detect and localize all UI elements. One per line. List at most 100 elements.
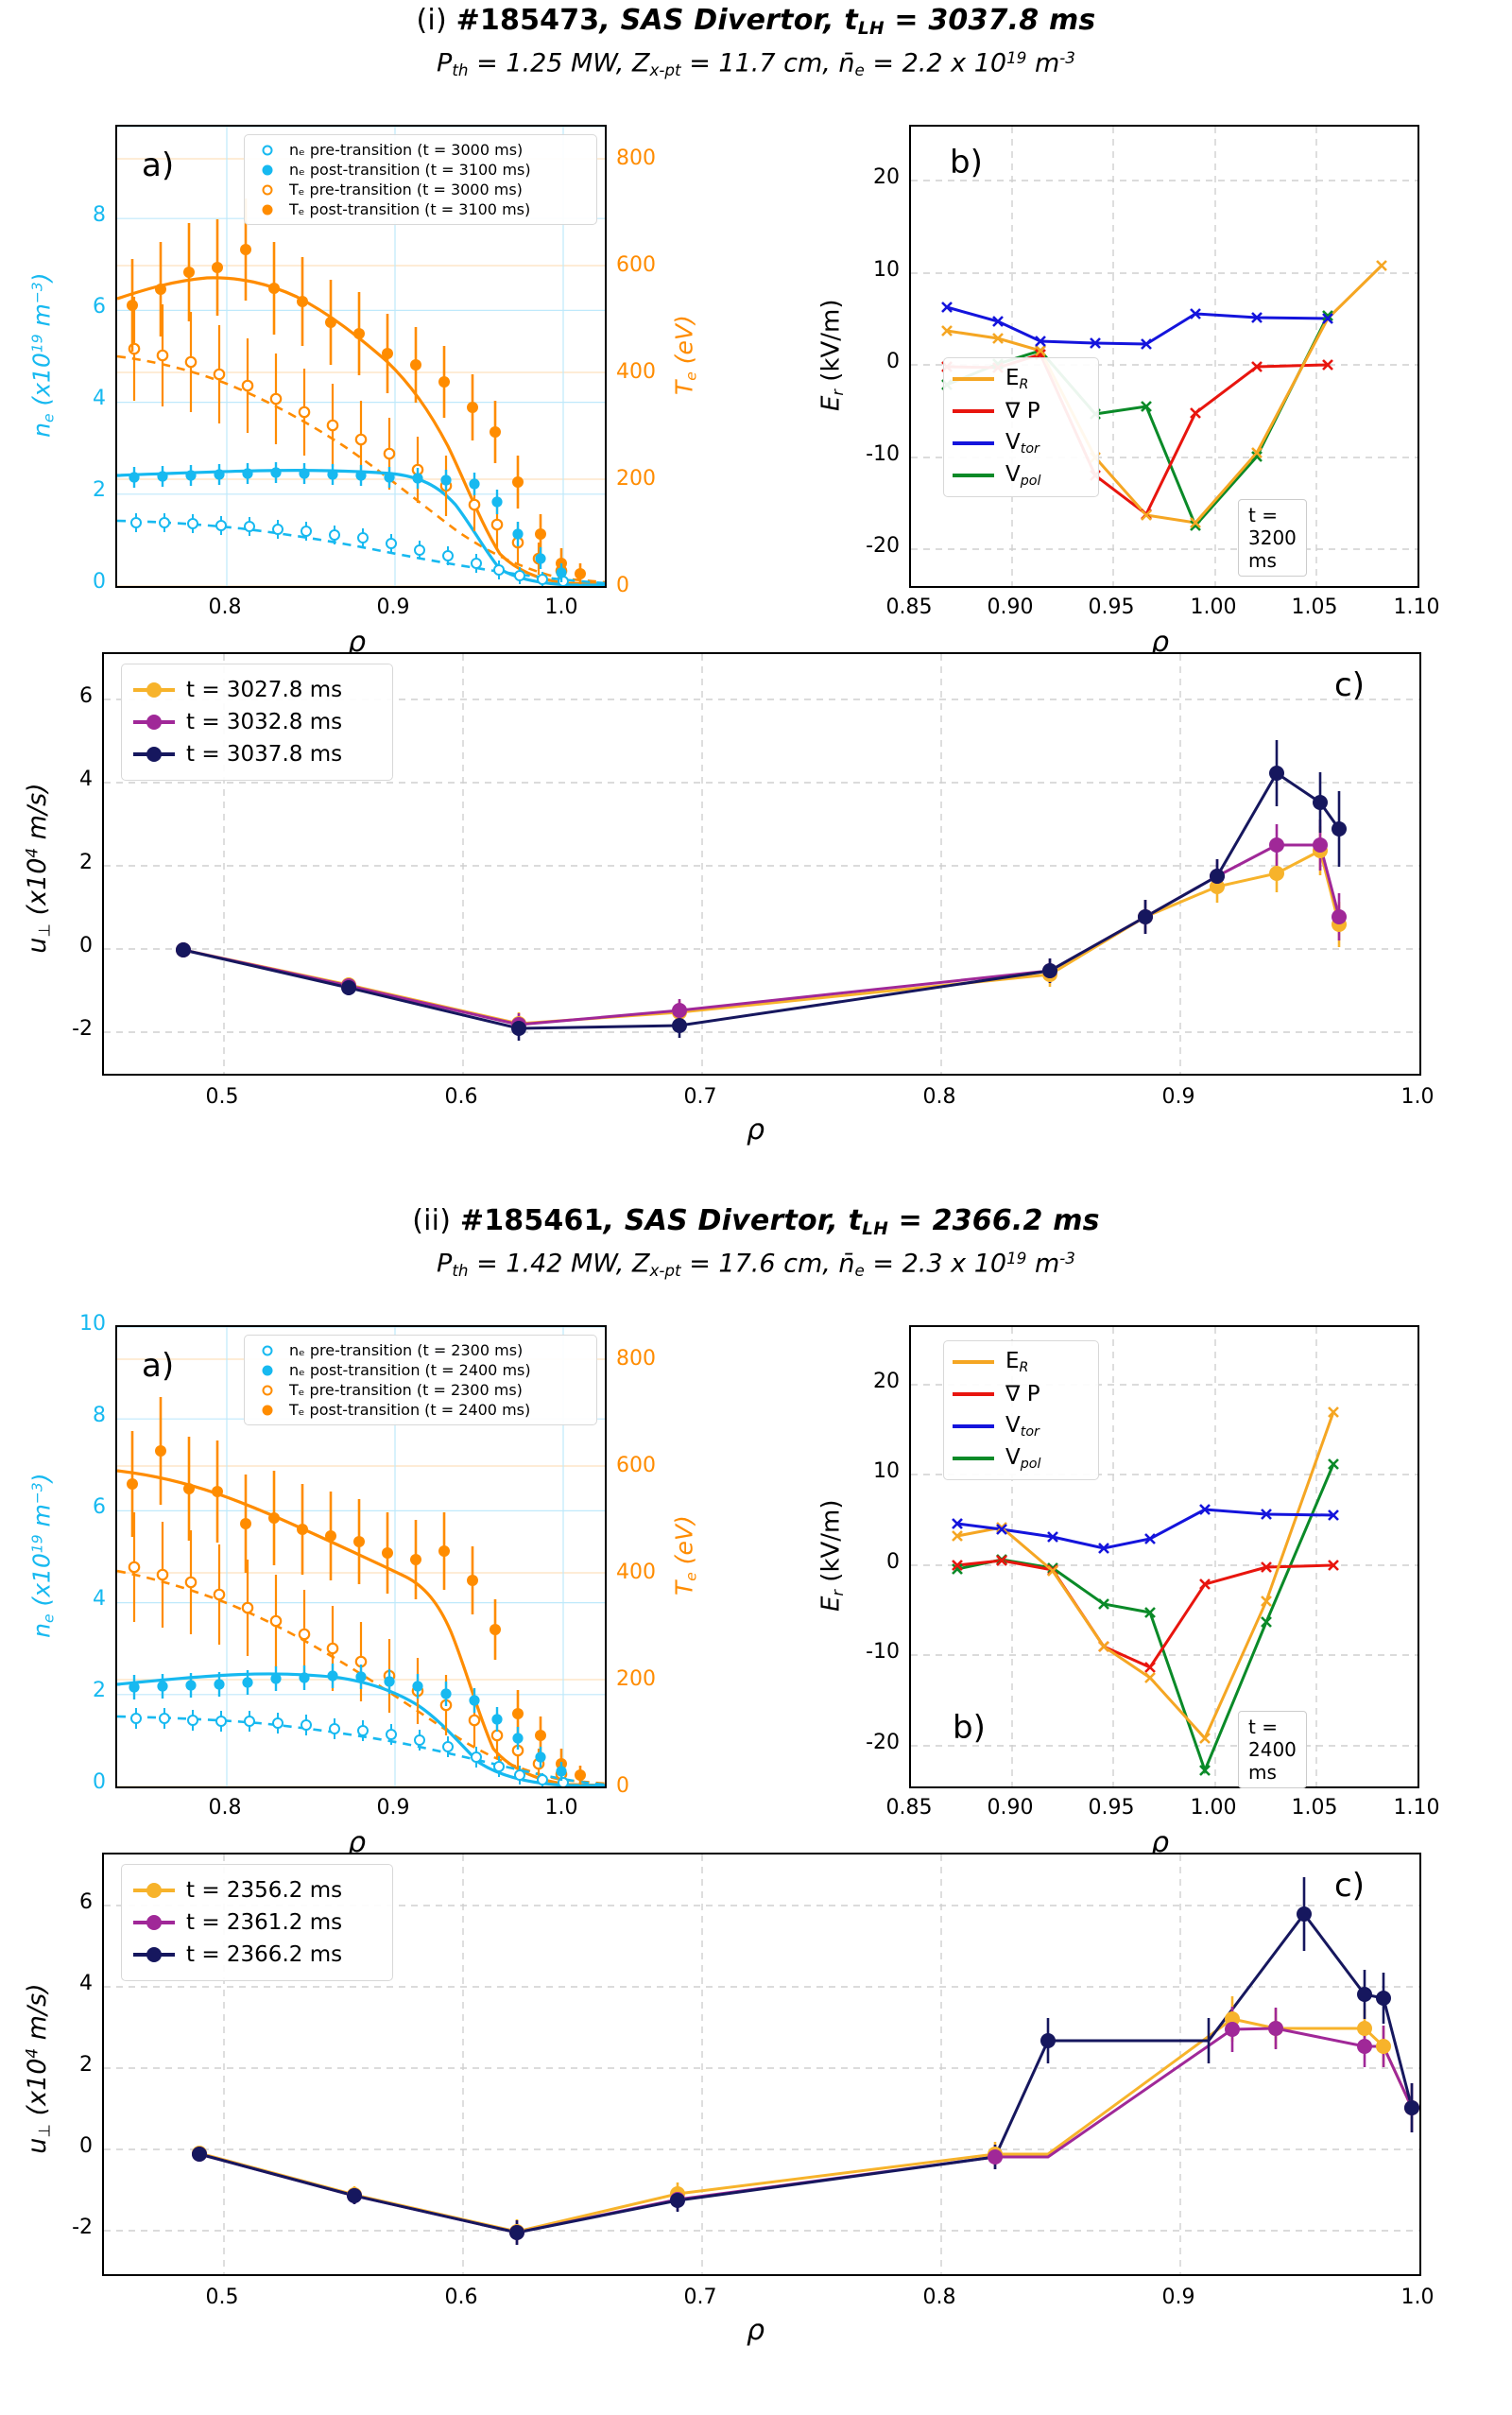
y-tick: -20 bbox=[866, 534, 900, 558]
x-tick: 0.90 bbox=[987, 1796, 1034, 1820]
legend-item: nₑ post-transition (t = 2400 ms) bbox=[253, 1360, 588, 1380]
open-circle-icon bbox=[253, 1344, 282, 1357]
legend-item: Vpol bbox=[953, 1442, 1090, 1475]
x-tick: 0.9 bbox=[1161, 2286, 1195, 2309]
legend-label: t = 3027.8 ms bbox=[186, 678, 343, 702]
x-tick: 0.95 bbox=[1088, 1796, 1135, 1820]
y-tick-left: 8 bbox=[93, 203, 106, 227]
x-tick: 0.5 bbox=[205, 1085, 239, 1109]
legend-label: V bbox=[1005, 1445, 1021, 1470]
y-tick-right: 400 bbox=[616, 1561, 656, 1584]
x-tick: 0.7 bbox=[683, 2286, 717, 2309]
ne-bar-sub: e bbox=[854, 1261, 865, 1281]
ne-bar-label: n̄ bbox=[838, 1249, 855, 1279]
y-tick: 2 bbox=[79, 851, 93, 874]
x-tick: 0.6 bbox=[444, 1085, 478, 1109]
line-marker-icon bbox=[133, 746, 175, 763]
y-tick: 10 bbox=[873, 1459, 900, 1483]
ne-bar-value: = 2.3 x 10 bbox=[864, 1249, 1007, 1279]
y-tick-right: 0 bbox=[616, 574, 629, 597]
panel-ii-c-xlabel: ρ bbox=[747, 2314, 765, 2347]
panel-i-a-legend: nₑ pre-transition (t = 3000 ms) nₑ post-… bbox=[244, 134, 597, 225]
ne-unit: m bbox=[1026, 48, 1060, 78]
p-th-label: P bbox=[437, 48, 453, 78]
panel-i-a-ylabel-left: ne (x1019 m−3) bbox=[27, 272, 58, 438]
x-tick: 0.6 bbox=[444, 2286, 478, 2309]
legend-item: Vpol bbox=[953, 459, 1090, 492]
ne-bar-sub: e bbox=[854, 60, 865, 80]
figure-i-title-index: (i) bbox=[416, 4, 456, 37]
line-marker-icon bbox=[953, 371, 994, 388]
panel-ii-b-xlabel: ρ bbox=[1151, 1826, 1170, 1859]
line-marker-icon bbox=[953, 1386, 994, 1403]
open-circle-icon bbox=[253, 183, 282, 197]
p-th-value: = 1.25 MW, bbox=[468, 48, 632, 78]
panel-i-c-ylabel: u⊥ (x104 m/s) bbox=[22, 783, 54, 954]
legend-label: nₑ pre-transition (t = 3000 ms) bbox=[289, 141, 524, 159]
legend-item: t = 2356.2 ms bbox=[133, 1874, 381, 1906]
line-marker-icon bbox=[953, 1450, 994, 1467]
y-tick: 20 bbox=[873, 165, 900, 189]
figure-ii-title: (ii) #185461, SAS Divertor, tLH = 2366.2… bbox=[0, 1200, 1512, 1239]
panel-ii-c-plot bbox=[102, 1853, 1421, 2276]
panel-i-a-xlabel: ρ bbox=[348, 626, 367, 659]
x-tick: 1.00 bbox=[1190, 595, 1237, 619]
p-th-sub: th bbox=[452, 60, 469, 80]
figure-i: (i) #185473, SAS Divertor, tLH = 3037.8 … bbox=[0, 0, 1512, 1182]
panel-ii-a-canvas bbox=[117, 1327, 605, 1786]
y-tick-right: 800 bbox=[616, 1347, 656, 1371]
x-tick: 0.8 bbox=[922, 1085, 956, 1109]
ne-unit-exp: -3 bbox=[1059, 48, 1075, 68]
panel-ii-b-canvas bbox=[911, 1327, 1418, 1786]
x-tick: 0.9 bbox=[376, 1796, 410, 1820]
y-tick-left: 4 bbox=[93, 387, 106, 410]
legend-label: nₑ post-transition (t = 3100 ms) bbox=[289, 161, 531, 179]
ne-unit: m bbox=[1026, 1249, 1060, 1279]
y-tick-left: 2 bbox=[93, 478, 106, 502]
figure-ii-shot-number: #185461 bbox=[459, 1204, 604, 1237]
figure-ii-title-index: (ii) bbox=[412, 1204, 460, 1237]
legend-label: nₑ pre-transition (t = 2300 ms) bbox=[289, 1341, 524, 1359]
x-tick: 0.8 bbox=[208, 1796, 242, 1820]
panel-i-a-ylabel-right: Te (eV) bbox=[670, 315, 700, 396]
open-circle-icon bbox=[253, 144, 282, 157]
ne-unit-exp: -3 bbox=[1059, 1249, 1075, 1268]
ne-exp: 19 bbox=[1006, 48, 1027, 68]
legend-label: Tₑ pre-transition (t = 2300 ms) bbox=[289, 1381, 523, 1399]
figure-ii-title-tail: = 2366.2 ms bbox=[887, 1204, 1100, 1237]
y-tick-left: 2 bbox=[93, 1679, 106, 1702]
y-tick: 0 bbox=[79, 934, 93, 957]
panel-i-c-legend: t = 3027.8 ms t = 3032.8 ms t = 3037.8 m… bbox=[121, 664, 393, 781]
legend-item: Tₑ pre-transition (t = 2300 ms) bbox=[253, 1380, 588, 1400]
legend-label: t = 3032.8 ms bbox=[186, 710, 343, 734]
panel-ii-a-ylabel-left: ne (x1019 m−3) bbox=[27, 1473, 58, 1638]
figure-i-shot-number: #185473 bbox=[455, 4, 600, 37]
panel-i-b-xlabel: ρ bbox=[1151, 626, 1170, 659]
legend-item: t = 3037.8 ms bbox=[133, 738, 381, 770]
legend-item: ∇ P bbox=[953, 395, 1090, 427]
legend-item: Tₑ post-transition (t = 2400 ms) bbox=[253, 1400, 588, 1420]
y-tick: 0 bbox=[79, 2134, 93, 2158]
y-tick-right: 400 bbox=[616, 360, 656, 384]
y-tick: 4 bbox=[79, 1972, 93, 1995]
y-tick-right: 600 bbox=[616, 253, 656, 277]
panel-i-b-legend: ER ∇ P Vtor Vpol bbox=[943, 357, 1099, 497]
legend-label: V bbox=[1005, 430, 1021, 455]
x-tick: 1.10 bbox=[1393, 595, 1440, 619]
legend-item: nₑ pre-transition (t = 2300 ms) bbox=[253, 1340, 588, 1360]
panel-i-b-ylabel: Er (kV/m) bbox=[816, 299, 847, 412]
y-tick: 0 bbox=[886, 1550, 900, 1574]
ne-bar-label: n̄ bbox=[838, 48, 855, 78]
filled-circle-icon bbox=[253, 1404, 282, 1417]
panel-ii-b-legend: ER ∇ P Vtor Vpol bbox=[943, 1340, 1099, 1480]
x-tick: 1.0 bbox=[544, 1796, 578, 1820]
figure-i-title-tail: = 3037.8 ms bbox=[884, 4, 1096, 37]
y-tick: 20 bbox=[873, 1370, 900, 1393]
legend-item: t = 2361.2 ms bbox=[133, 1906, 381, 1939]
figure-ii: (ii) #185461, SAS Divertor, tLH = 2366.2… bbox=[0, 1200, 1512, 2415]
legend-label: nₑ post-transition (t = 2400 ms) bbox=[289, 1361, 531, 1379]
panel-i-b-id: b) bbox=[950, 144, 983, 181]
y-tick-left: 6 bbox=[93, 295, 106, 319]
y-tick-right: 0 bbox=[616, 1774, 629, 1798]
x-tick: 0.9 bbox=[376, 595, 410, 619]
